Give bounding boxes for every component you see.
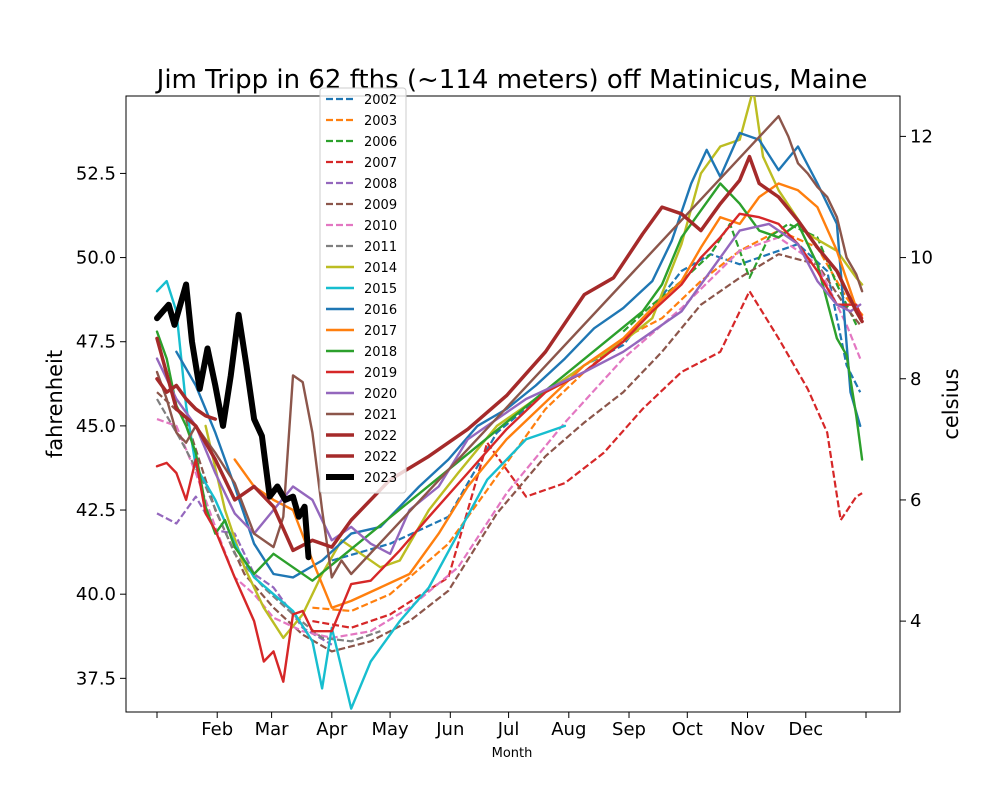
- legend-label: 2022: [364, 429, 397, 444]
- legend-box: [319, 87, 407, 494]
- y-tick-label: 45.0: [76, 416, 116, 437]
- series-line-2019-13: [155, 212, 864, 683]
- legend-label: 2008: [364, 177, 397, 192]
- series-line-2002-0: [331, 243, 862, 562]
- y2-tick-label: 4: [910, 611, 921, 632]
- legend-label: 2020: [364, 387, 397, 402]
- y-axis-title: fahrenheit: [43, 350, 67, 458]
- y-tick-label: 42.5: [76, 500, 116, 521]
- legend: 2002 2003 2006 2007 2008 2009 2010 2011 2014 2015…: [319, 87, 407, 494]
- series-line-2007-3: [312, 290, 863, 629]
- legend-label: 2017: [364, 324, 397, 339]
- y-tick-label: 47.5: [76, 332, 116, 353]
- legend-label: 2019: [364, 366, 397, 381]
- x-axis-ticks: Feb Mar Apr May Jun Jul Aug Sep Oct Nov Dec: [156, 712, 867, 740]
- y2-tick-label: 10: [910, 248, 933, 269]
- legend-label: 2016: [364, 303, 397, 318]
- legend-label: 2011: [364, 240, 397, 255]
- x-tick-label: Jun: [435, 719, 464, 740]
- y-tick-label: 40.0: [76, 584, 116, 605]
- x-tick-label: Jul: [497, 719, 520, 740]
- y-axis-ticks: 37.5 40.0 42.5 45.0 47.5 50.0 52.5: [76, 163, 126, 689]
- y-tick-label: 37.5: [76, 668, 116, 689]
- legend-label: 2009: [364, 198, 397, 213]
- y2-tick-label: 8: [910, 369, 921, 390]
- legend-label: 2014: [364, 261, 397, 276]
- x-axis-title: Month: [492, 746, 533, 761]
- legend-label: 2018: [364, 345, 397, 360]
- x-tick-label: Apr: [316, 719, 348, 740]
- x-tick-label: Nov: [730, 719, 765, 740]
- x-tick-label: Mar: [255, 719, 290, 740]
- y-tick-label: 50.0: [76, 248, 116, 269]
- series-line-2021-15: [155, 115, 864, 579]
- y2-tick-label: 6: [910, 490, 921, 511]
- x-tick-label: Sep: [612, 719, 646, 740]
- x-tick-label: Aug: [551, 719, 586, 740]
- legend-label: 2023: [364, 471, 397, 486]
- series-line-2022-17: [155, 377, 218, 421]
- series-line-2022-16: [155, 154, 864, 553]
- legend-label: 2006: [364, 135, 397, 150]
- chart-title: Jim Tripp in 62 fths (~114 meters) off M…: [155, 65, 868, 95]
- series-line-2011-7: [156, 398, 381, 643]
- series-line-2023-18: [154, 281, 312, 561]
- y2-axis-title: celsius: [939, 368, 963, 439]
- legend-label: 2002: [364, 93, 397, 108]
- legend-label: 2007: [364, 156, 397, 171]
- y-tick-label: 52.5: [76, 163, 116, 184]
- legend-label: 2003: [364, 114, 397, 129]
- y2-axis-ticks: 4 6 8 10 12: [900, 126, 933, 632]
- legend-label: 2015: [364, 282, 397, 297]
- y2-tick-label: 12: [910, 126, 933, 147]
- legend-label: 2021: [364, 408, 397, 423]
- plot-frame: [125, 95, 901, 713]
- series-line-2016-10: [175, 131, 862, 579]
- x-tick-label: Oct: [672, 719, 703, 740]
- series-line-2020-14: [155, 222, 862, 555]
- x-tick-label: Feb: [201, 719, 233, 740]
- x-tick-label: May: [371, 719, 409, 740]
- series-layer: [154, 96, 864, 710]
- legend-label: 2010: [364, 219, 397, 234]
- legend-label: 2022: [364, 450, 397, 465]
- x-tick-label: Dec: [788, 719, 823, 740]
